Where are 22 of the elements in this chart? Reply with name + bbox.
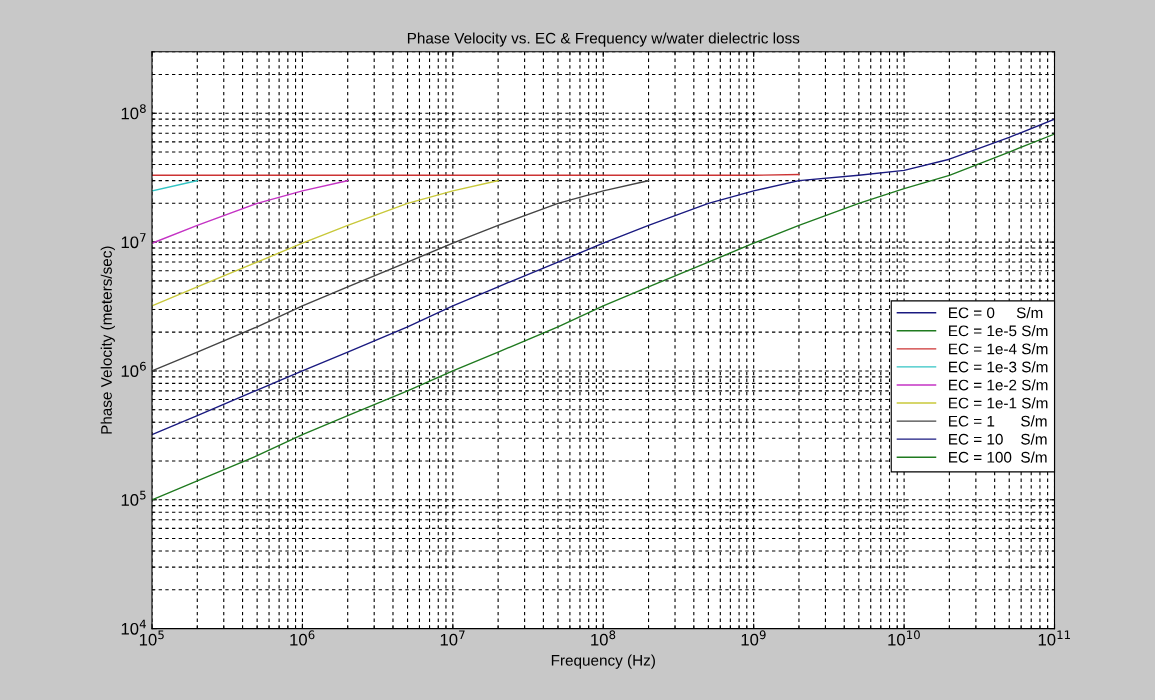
chart-title: Phase Velocity vs. EC & Frequency w/water dielectric loss [407, 32, 800, 47]
legend-label: EC = 1e-1 S/m [949, 397, 1048, 409]
x-axis-title: Frequency (Hz) [551, 654, 655, 669]
x-tick-label: 10$^{10}$ [888, 630, 920, 646]
x-tick-label: 10$^{6}$ [290, 630, 315, 646]
legend-label: EC = 1e-3 S/m [949, 361, 1048, 373]
x-tick-label: 10$^{7}$ [440, 630, 465, 646]
y-tick-label: 10$^{5}$ [121, 490, 146, 506]
y-tick-label: 10$^{7}$ [121, 233, 146, 249]
legend-label: EC = 10 S/m [949, 433, 1047, 445]
legend-label: EC = 100 S/m [949, 451, 1047, 463]
x-tick-label: 10$^{8}$ [591, 630, 616, 646]
legend-label: EC = 1e-4 S/m [949, 343, 1048, 355]
legend-label: EC = 0 S/m [949, 306, 1043, 319]
legend-label: EC = 1e-5 S/m [949, 325, 1048, 337]
y-axis-title: Phase Velocity (meters/sec) [100, 246, 115, 434]
y-tick-label: 10$^{8}$ [121, 104, 146, 120]
y-tick-label: 10$^{6}$ [121, 361, 146, 378]
x-tick-label: 10$^{9}$ [741, 630, 766, 646]
x-tick-label: 10$^{11}$ [1038, 630, 1070, 646]
legend-label: EC = 1 S/m [949, 415, 1047, 427]
legend-label: EC = 1e-2 S/m [949, 379, 1048, 391]
